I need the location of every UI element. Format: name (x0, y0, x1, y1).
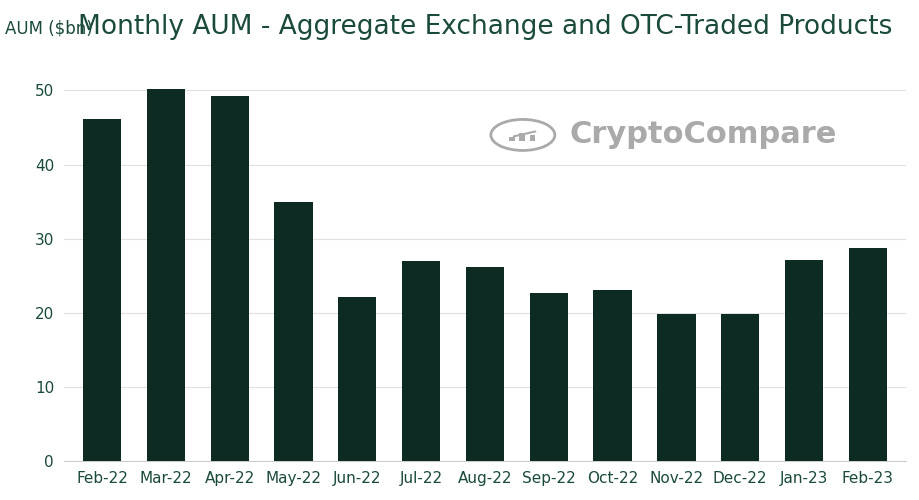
Bar (465, 267, 504, 462)
Bar (656, 314, 695, 462)
Text: AUM ($bn): AUM ($bn) (5, 19, 93, 37)
FancyBboxPatch shape (509, 136, 515, 140)
FancyBboxPatch shape (529, 135, 535, 140)
Bar (402, 261, 440, 462)
Bar (784, 260, 823, 462)
Bar (147, 89, 185, 462)
Bar (83, 118, 121, 462)
Bar (338, 296, 376, 462)
Bar (210, 96, 248, 462)
Title: Monthly AUM - Aggregate Exchange and OTC-Traded Products: Monthly AUM - Aggregate Exchange and OTC… (78, 14, 891, 40)
Bar (720, 314, 758, 462)
Bar (274, 202, 312, 462)
Bar (847, 248, 886, 462)
Bar (529, 293, 567, 462)
Bar (593, 290, 631, 462)
Text: CryptoCompare: CryptoCompare (569, 120, 835, 150)
FancyBboxPatch shape (519, 134, 525, 140)
